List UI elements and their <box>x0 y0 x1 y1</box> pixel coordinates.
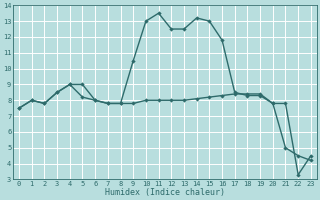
X-axis label: Humidex (Indice chaleur): Humidex (Indice chaleur) <box>105 188 225 197</box>
